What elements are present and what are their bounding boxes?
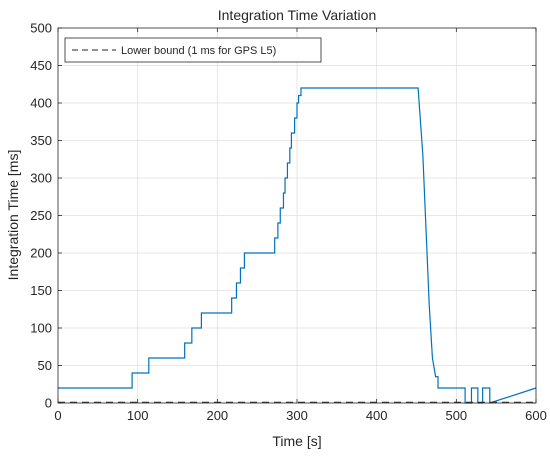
x-tick-label: 0: [54, 408, 61, 423]
grid: [58, 28, 536, 403]
chart-title: Integration Time Variation: [218, 7, 377, 23]
x-tick-label: 400: [366, 408, 388, 423]
y-tick-label: 50: [38, 358, 52, 373]
y-tick-label: 150: [30, 283, 52, 298]
x-tick-label: 300: [286, 408, 308, 423]
tick-labels: 0 100 200 300 400 500 600 0 50 100 150 200 250 300 350…: [30, 21, 547, 424]
x-axis-label: Time [s]: [272, 433, 321, 449]
x-tick-label: 200: [206, 408, 228, 423]
y-tick-label: 400: [30, 96, 52, 111]
x-tick-label: 600: [525, 408, 547, 423]
y-tick-label: 0: [45, 396, 52, 411]
legend-label-lower-bound: Lower bound (1 ms for GPS L5): [121, 45, 276, 57]
y-tick-label: 100: [30, 321, 52, 336]
series-integration-time: [58, 87, 537, 404]
y-tick-label: 350: [30, 133, 52, 148]
x-tick-label: 500: [445, 408, 467, 423]
y-axis-label: Integration Time [ms]: [5, 150, 21, 281]
y-tick-label: 450: [30, 58, 52, 73]
y-tick-label: 200: [30, 246, 52, 261]
y-tick-label: 500: [30, 21, 52, 36]
ticks: [57, 27, 537, 404]
y-tick-label: 300: [30, 171, 52, 186]
legend: Lower bound (1 ms for GPS L5): [64, 37, 322, 63]
x-tick-label: 100: [127, 408, 149, 423]
y-tick-label: 250: [30, 208, 52, 223]
